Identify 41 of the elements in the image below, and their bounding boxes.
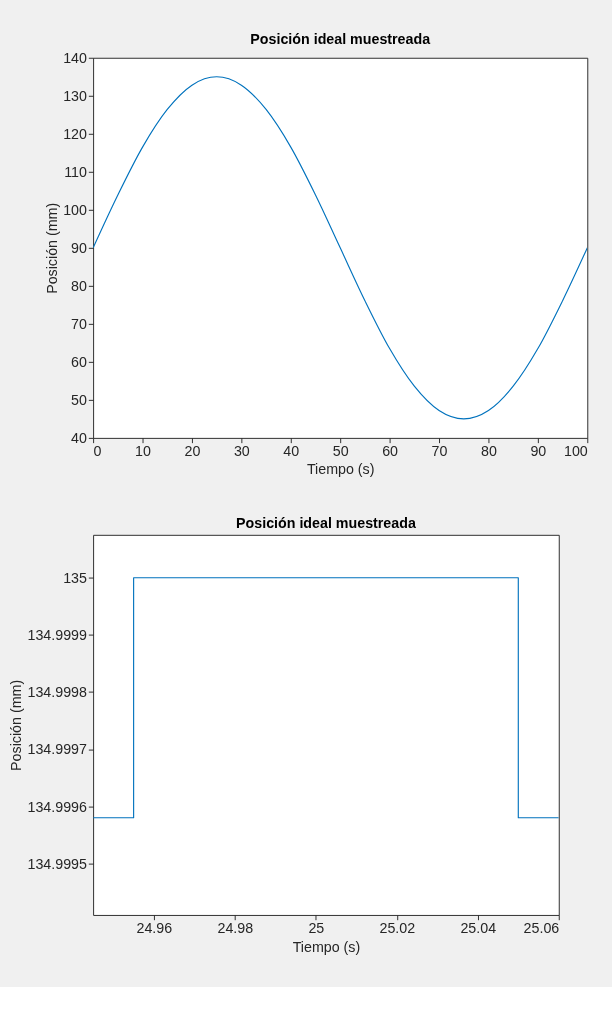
x-tick-label: 70 [431, 443, 448, 460]
y-tick-label: 50 [71, 392, 88, 409]
y-tick-label: 120 [63, 126, 88, 143]
x-tick-label: 24.98 [217, 920, 254, 937]
x-tick-label: 60 [382, 443, 399, 460]
x-axis-title: Tiempo (s) [306, 461, 375, 478]
y-tick-label: 70 [71, 316, 88, 333]
y-tick-label: 134.9996 [27, 798, 88, 815]
x-tick-label: 40 [283, 443, 300, 460]
y-tick-label: 130 [63, 88, 88, 105]
x-tick-label: 30 [233, 443, 250, 460]
x-tick-label: 20 [184, 443, 201, 460]
x-axis-title: Tiempo (s) [292, 938, 361, 955]
y-axis-title: Posición (mm) [43, 202, 60, 294]
y-tick-label: 134.9995 [27, 855, 88, 872]
x-tick-label: 25 [308, 920, 325, 937]
y-tick-label: 80 [71, 278, 88, 295]
y-tick-label: 134.9997 [27, 741, 88, 758]
y-tick-label: 100 [63, 202, 88, 219]
chart-title: Posición ideal muestreada [250, 31, 432, 48]
x-tick-label: 25.02 [379, 920, 416, 937]
x-tick-label: 25.06 [523, 920, 560, 937]
x-tick-label: 25.04 [460, 920, 497, 937]
x-tick-label: 0 [93, 443, 102, 460]
y-tick-label: 110 [64, 164, 88, 181]
x-tick-label: 24.96 [136, 920, 173, 937]
y-tick-label: 134.9998 [27, 684, 88, 701]
y-tick-label: 135 [63, 569, 88, 586]
y-tick-label: 140 [63, 50, 88, 67]
y-tick-label: 134.9999 [27, 627, 88, 644]
x-tick-label: 10 [135, 443, 152, 460]
x-tick-label: 80 [481, 443, 497, 460]
y-tick-label: 90 [71, 240, 88, 257]
x-tick-label: 50 [332, 443, 349, 460]
x-tick-label: 90 [530, 443, 547, 460]
line-series [93, 76, 588, 420]
y-axis-title: Posición (mm) [7, 679, 24, 771]
y-tick-label: 60 [71, 354, 88, 371]
x-tick-label: 100 [563, 443, 588, 460]
y-tick-label: 40 [71, 430, 88, 447]
chart-title: Posición ideal muestreada [236, 515, 417, 532]
